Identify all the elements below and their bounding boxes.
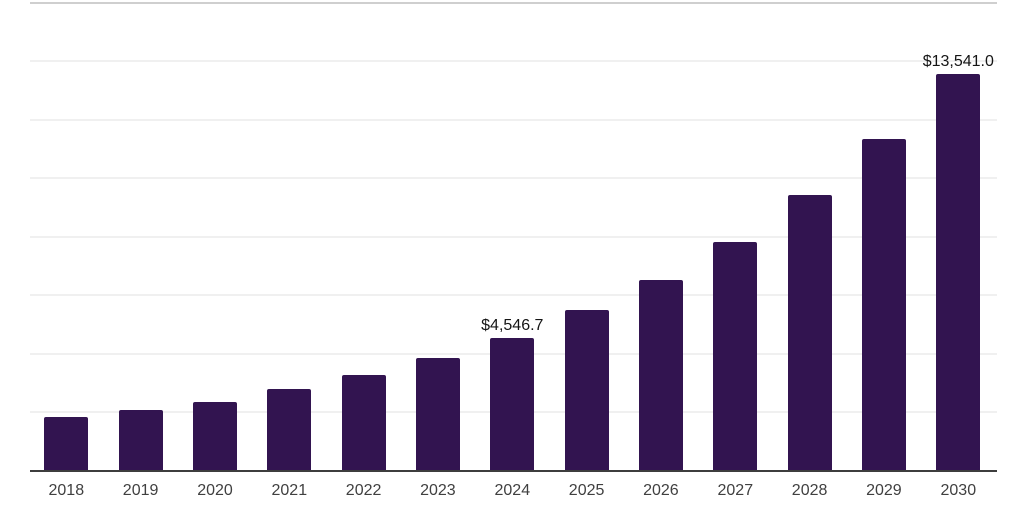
bar-2025 xyxy=(564,310,609,471)
x-tick-label-2021: 2021 xyxy=(271,482,308,499)
gridline xyxy=(30,235,997,238)
bar-2029 xyxy=(861,139,906,471)
gridline xyxy=(30,177,997,179)
gridline xyxy=(30,294,997,296)
x-tick-label-2026: 2026 xyxy=(643,482,679,499)
x-axis-line xyxy=(30,469,997,472)
x-tick-label-2018: 2018 xyxy=(48,482,85,499)
bar-2023 xyxy=(415,358,460,471)
x-tick-label-2019: 2019 xyxy=(122,482,159,499)
x-tick-label-2028: 2028 xyxy=(791,482,828,499)
x-tick-label-2030: 2030 xyxy=(940,482,977,499)
bar-2024 xyxy=(490,337,535,471)
x-tick-label-2022: 2022 xyxy=(345,482,382,499)
bar-2028 xyxy=(787,195,832,471)
bar-2030 xyxy=(936,74,981,471)
gridline xyxy=(30,1,997,4)
x-tick-label-2025: 2025 xyxy=(568,482,605,499)
bar-2021 xyxy=(267,388,312,471)
bar-2026 xyxy=(638,279,683,471)
bar-2018 xyxy=(44,417,89,471)
value-label-2024: $4,546.7 xyxy=(481,316,544,334)
bar-2022 xyxy=(341,375,386,471)
gridline xyxy=(30,118,997,121)
bar-2019 xyxy=(118,410,163,471)
x-tick-label-2023: 2023 xyxy=(420,482,456,499)
bar-2027 xyxy=(713,241,758,471)
x-tick-label-2024: 2024 xyxy=(494,482,531,499)
value-label-2030: $13,541.0 xyxy=(922,53,994,71)
x-tick-label-2020: 2020 xyxy=(197,482,233,499)
gridline xyxy=(30,60,997,62)
bar-2020 xyxy=(193,401,237,471)
x-tick-label-2029: 2029 xyxy=(866,482,902,499)
x-tick-label-2027: 2027 xyxy=(717,482,754,499)
